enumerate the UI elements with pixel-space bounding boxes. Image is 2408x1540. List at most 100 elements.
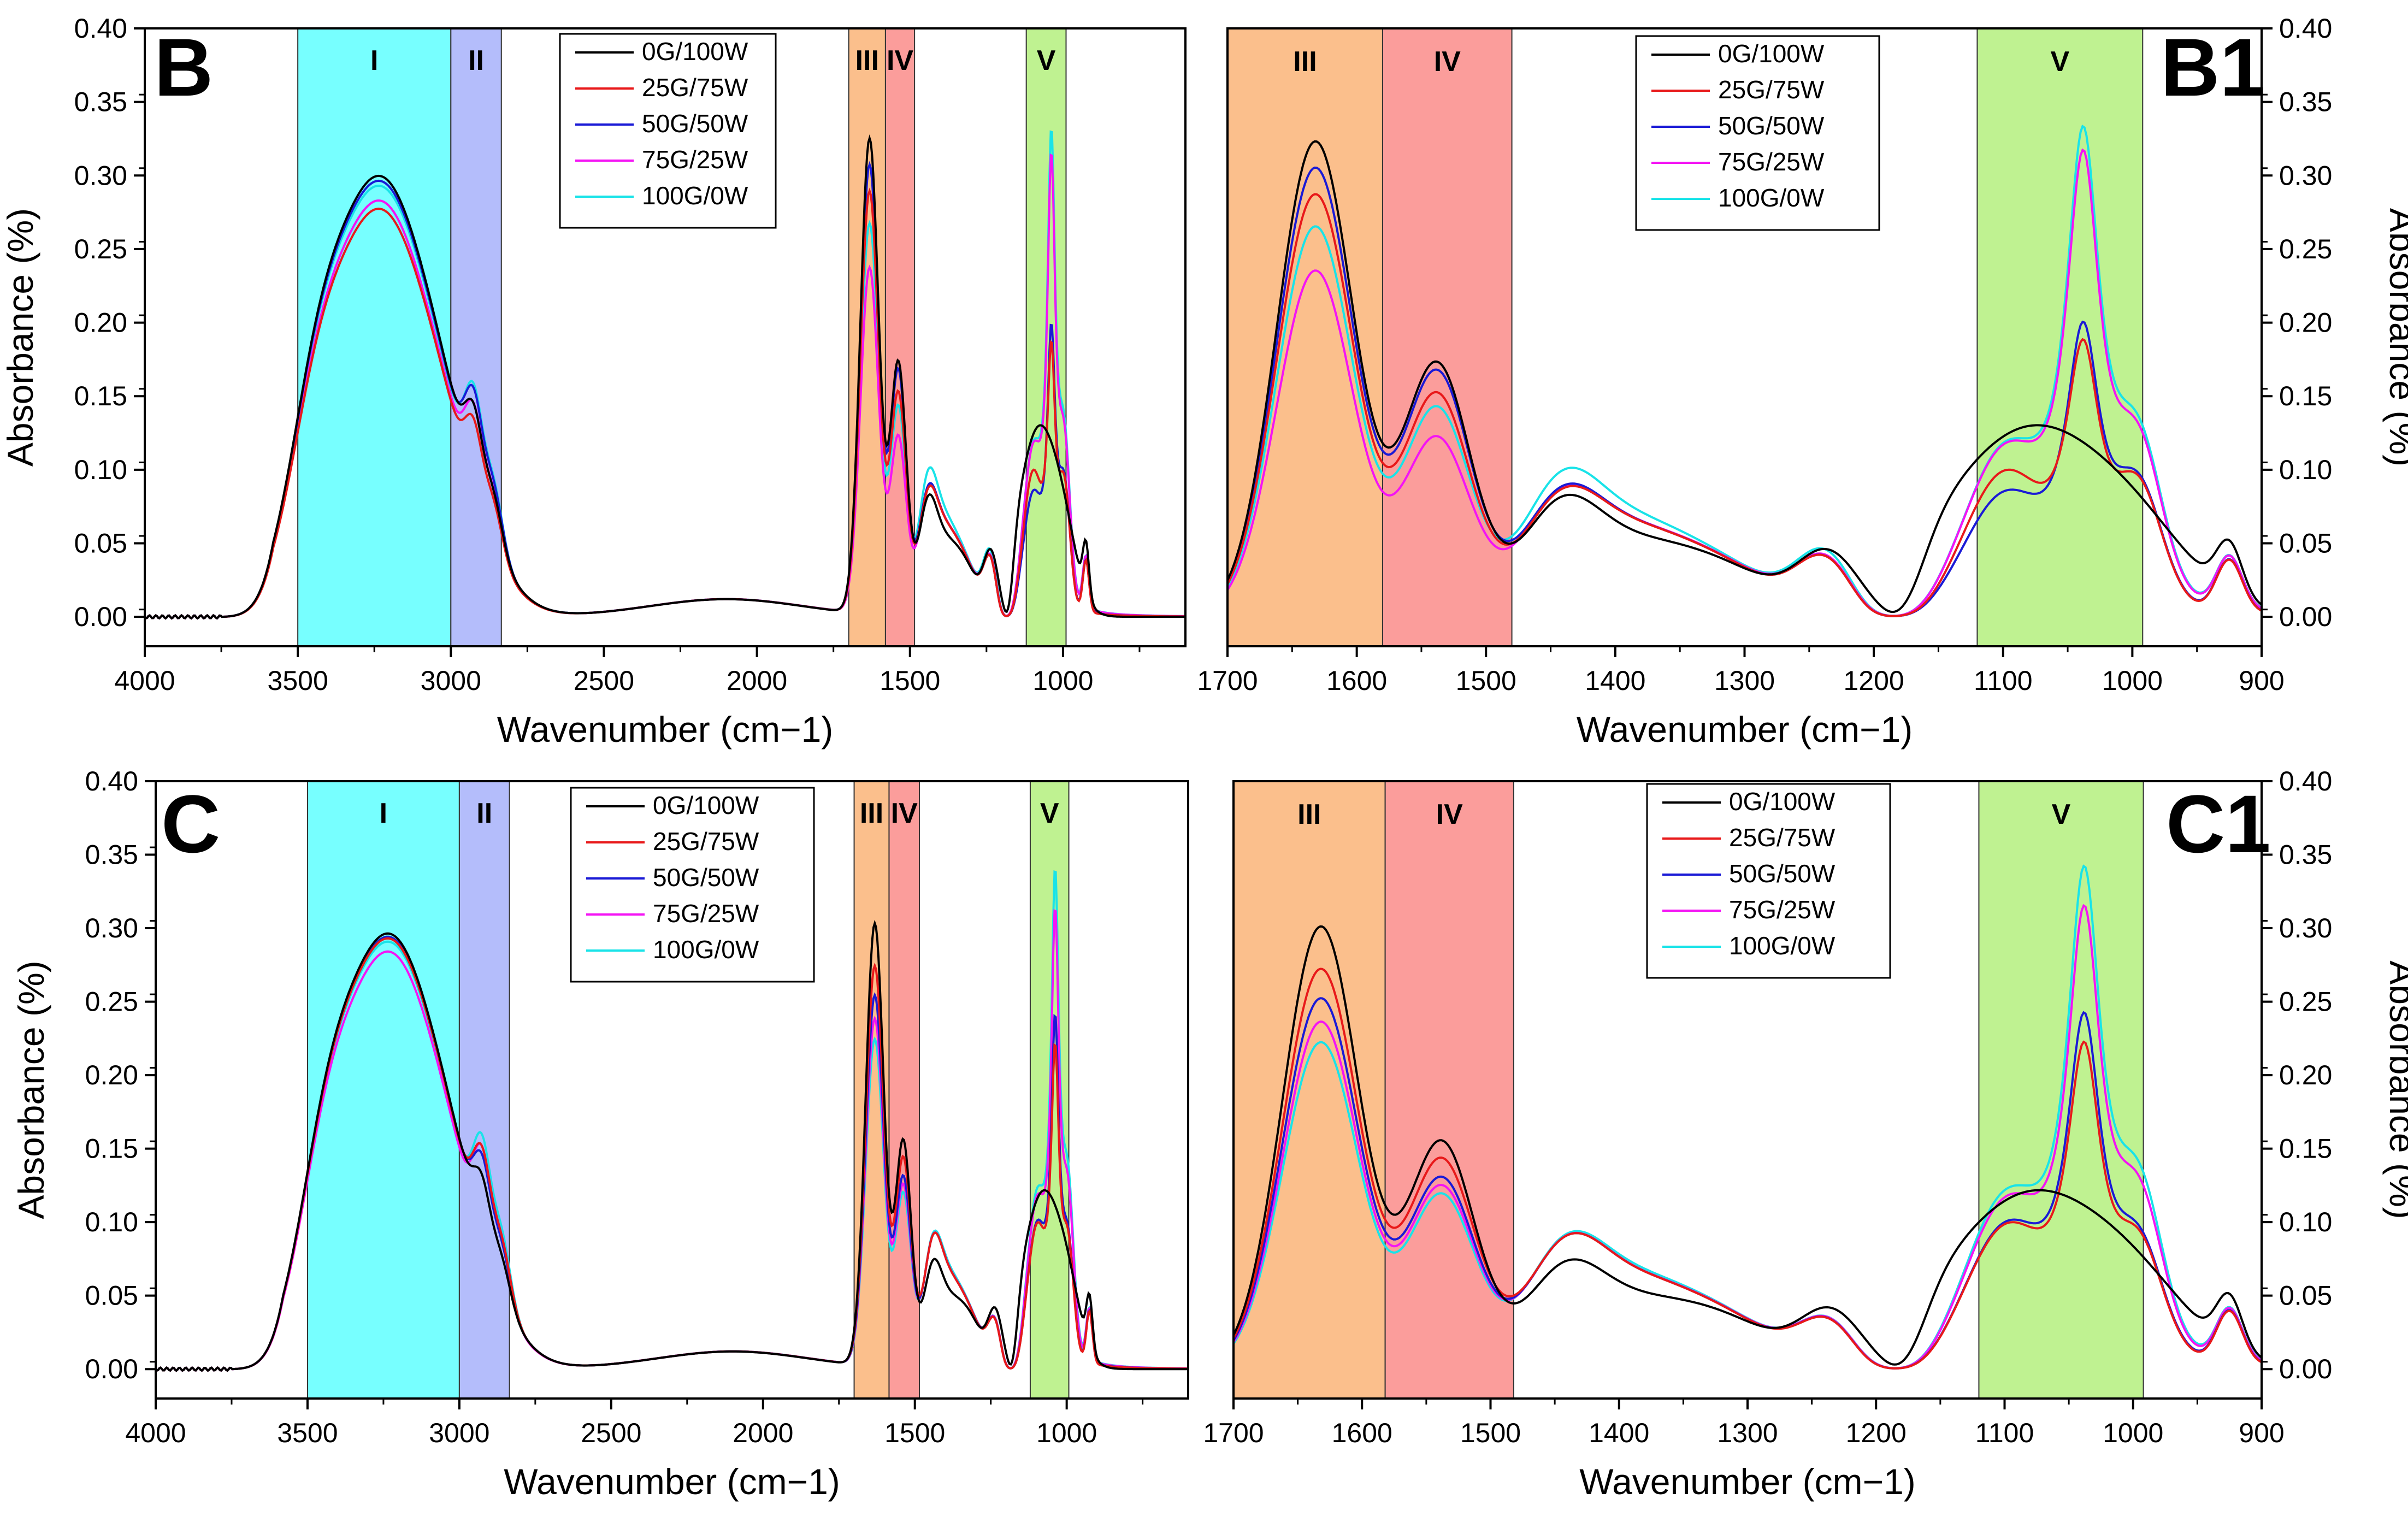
region-label-v: V [2052,799,2071,830]
series-line-25g-75w [1227,193,2262,617]
legend-entry: 0G/100W [653,791,759,819]
series-line-0g-100w [145,134,1185,620]
x-axis-title: Wavenumber (cm−1) [1577,709,1913,750]
region-label-iii: III [1293,46,1317,78]
x-tick-label: 3500 [277,1418,338,1448]
region-label-iii: III [855,45,879,76]
x-tick-label: 1600 [1332,1418,1392,1448]
panel-letter: C [161,778,220,870]
x-tick-label: 1200 [1846,1418,1907,1448]
region-i [306,781,460,1399]
region-i [297,28,452,647]
legend-box [570,787,815,983]
region-iv [888,781,920,1399]
x-axis-title: Wavenumber (cm−1) [497,709,834,750]
region-label-i: I [380,798,387,829]
x-tick-label: 3000 [429,1418,489,1448]
x-tick-label: 1400 [1585,665,1645,696]
x-tick-label: 1600 [1326,665,1387,696]
y-tick-label: 0.30 [85,913,138,943]
y-tick-label: 0.10 [2279,455,2332,485]
x-tick-label: 1200 [1844,665,1904,696]
x-axis-title: Wavenumber (cm−1) [504,1461,840,1502]
y-tick-label: 0.15 [74,381,127,411]
y-tick-label: 0.25 [2279,987,2332,1017]
y-tick-label: 0.00 [74,601,127,632]
region-label-ii: II [476,798,492,829]
y-axis-title: Absorbance (%) [0,208,40,467]
y-tick-label: 0.05 [74,528,127,559]
legend-entry: 50G/50W [1729,859,1835,888]
region-label-iii: III [860,798,883,829]
y-tick-label: 0.30 [2279,913,2332,943]
x-tick-label: 1700 [1197,665,1258,696]
y-tick-label: 0.20 [74,308,127,338]
y-tick-label: 0.25 [74,234,127,264]
region-ii [450,28,502,647]
y-tick-label: 0.00 [2279,1354,2332,1384]
region-iii [1227,28,1383,647]
x-tick-label: 1500 [884,1418,945,1448]
x-tick-label: 1500 [880,665,940,696]
panel-letter: C1 [2166,778,2271,870]
x-tick-label: 4000 [114,665,175,696]
y-axis-title: Absorbance (%) [11,960,51,1219]
legend-entry: 75G/25W [1718,147,1825,176]
y-tick-label: 0.15 [2279,1134,2332,1164]
region-iv [1384,781,1514,1399]
legend-entry: 25G/75W [653,827,759,855]
legend-entry: 50G/50W [1718,111,1825,140]
series-line-0g-100w [156,919,1188,1372]
x-tick-label: 1000 [1036,1418,1097,1448]
legend-entry: 75G/25W [642,145,748,174]
panel-letter: B1 [2161,21,2265,113]
y-tick-label: 0.20 [2279,308,2332,338]
y-axis-title: Absorbance (%) [2382,208,2408,467]
series-line-0g-100w [1233,925,2262,1366]
y-tick-label: 0.10 [85,1207,138,1237]
y-tick-label: 0.25 [2279,234,2332,264]
panel-b1: III IV V 1700 1600 1500 1400 1300 1200 1100 1000 90… [1197,13,2408,750]
region-label-iv: IV [1436,799,1463,830]
x-tick-label: 1300 [1714,665,1775,696]
y-axis-title: Absorbance (%) [2382,960,2408,1219]
y-tick-label: 0.40 [74,13,127,44]
region-iii [1233,781,1386,1399]
legend-entry: 100G/0W [1729,931,1835,960]
x-tick-label: 3000 [421,665,481,696]
legend-entry: 50G/50W [653,863,759,892]
region-label-v: V [2051,46,2070,78]
y-tick-label: 0.05 [2279,1281,2332,1311]
legend-entry: 0G/100W [1729,787,1835,816]
series-line-0g-100w [1227,140,2262,613]
plot-frame [144,27,1187,647]
x-tick-label: 900 [2239,1418,2284,1448]
legend-entry: 25G/75W [1729,823,1835,852]
y-tick-label: 0.35 [2279,87,2332,117]
region-iv [1382,28,1513,647]
y-tick-label: 0.00 [85,1354,138,1384]
legend-box [559,33,777,229]
legend-entry: 100G/0W [1718,184,1825,212]
y-tick-label: 0.40 [2279,766,2332,796]
x-tick-label: 1300 [1717,1418,1778,1448]
y-tick-label: 0.15 [85,1134,138,1164]
region-label-iii: III [1297,799,1321,830]
plot-frame [155,780,1189,1400]
panel-letter: B [154,21,213,113]
legend-entry: 0G/100W [1718,39,1825,68]
x-tick-label: 1500 [1460,1418,1521,1448]
legend: 0G/100W 25G/75W 50G/50W 75G/25W 100G/0W [570,787,815,983]
legend-box [1646,783,1891,979]
y-tick-label: 0.25 [85,987,138,1017]
legend-entry: 100G/0W [642,181,748,210]
region-label-ii: II [468,45,484,76]
region-label-v: V [1037,45,1056,76]
region-label-iv: IV [1434,46,1461,78]
legend-entry: 50G/50W [642,109,748,138]
y-tick-label: 0.35 [85,840,138,870]
panel-c1: III IV V 1700 1600 1500 1400 1300 1200 1100 1000 90… [1203,766,2408,1502]
region-label-i: I [370,45,378,76]
